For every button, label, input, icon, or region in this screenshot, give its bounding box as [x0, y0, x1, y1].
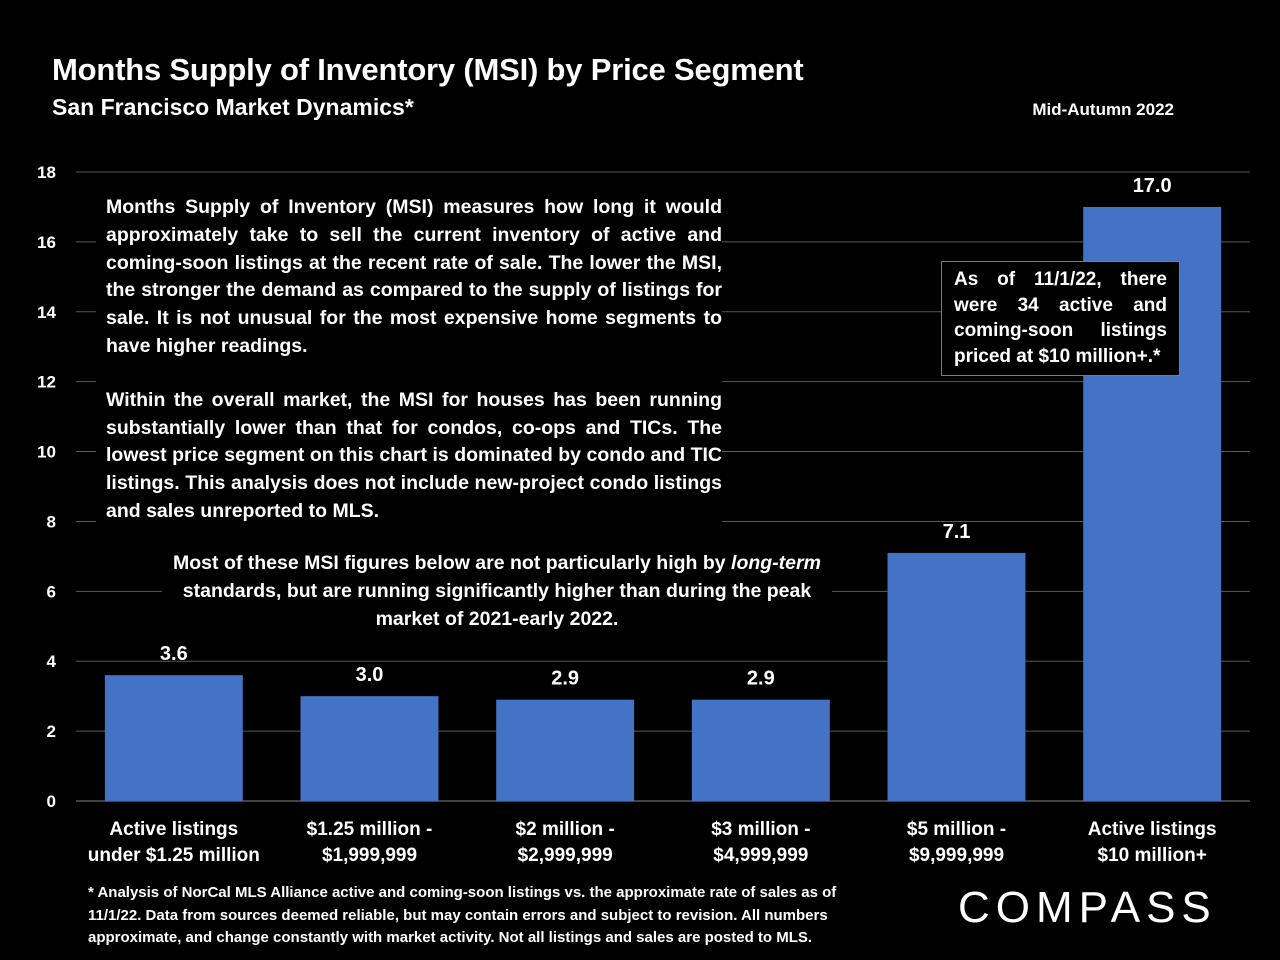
x-category-label: $1.25 million -	[307, 819, 433, 840]
bars	[104, 206, 1222, 801]
x-category-label: $2 million -	[516, 819, 615, 840]
bar-0	[104, 675, 243, 801]
bar-3	[691, 699, 830, 801]
date-label: Mid-Autumn 2022	[1032, 100, 1174, 119]
y-tick-label: 10	[37, 443, 56, 462]
x-category-label: $4,999,999	[713, 845, 808, 866]
y-tick-label: 6	[47, 582, 56, 601]
context-text-b: standards, but are running significantly…	[182, 579, 812, 630]
x-category-label: $10 million+	[1098, 845, 1207, 866]
context-text-emphasis: long-term	[731, 552, 821, 574]
data-label-3: 2.9	[747, 668, 775, 690]
y-tick-label: 4	[47, 652, 57, 671]
msi-explanation-paragraph-1: Months Supply of Inventory (MSI) measure…	[106, 196, 722, 357]
y-tick-label: 0	[47, 792, 56, 811]
x-category-label: Active listings	[109, 819, 238, 840]
data-label-4: 7.1	[943, 521, 971, 543]
chart-title: Months Supply of Inventory (MSI) by Pric…	[52, 52, 804, 87]
msi-explanation-paragraph-2: Within the overall market, the MSI for h…	[106, 388, 722, 522]
bar-2	[496, 699, 635, 801]
y-tick-label: 18	[37, 163, 56, 182]
x-category-label: $9,999,999	[909, 845, 1004, 866]
listings-callout-box: As of 11/1/22, there were 34 active and …	[941, 261, 1180, 376]
msi-explanation-note: Months Supply of Inventory (MSI) measure…	[96, 192, 722, 530]
y-tick-label: 14	[37, 303, 56, 322]
compass-logo: COMPASS	[958, 883, 1217, 932]
y-tick-label: 8	[47, 512, 56, 531]
msi-context-note: Most of these MSI figures below are not …	[162, 550, 832, 634]
chart-subtitle: San Francisco Market Dynamics*	[52, 94, 414, 120]
y-tick-label: 16	[37, 233, 56, 252]
y-tick-label: 12	[37, 373, 56, 392]
data-label-0: 3.6	[160, 643, 188, 665]
data-label-1: 3.0	[356, 664, 384, 686]
x-category-label: $3 million -	[711, 819, 810, 840]
y-axis-ticks: 0 2 4 6 8 10 12 14 16 18	[37, 163, 56, 811]
context-text-a: Most of these MSI figures below are not …	[173, 552, 732, 574]
x-category-label: $1,999,999	[322, 845, 417, 866]
bar-1	[300, 696, 439, 801]
x-category-label: $5 million -	[907, 819, 1006, 840]
bar-4	[887, 552, 1026, 801]
bar-chart: 0 2 4 6 8 10 12 14 16 18 3.6 3.0 2.9 2.9 7.1 17.0 Acti…	[37, 163, 1250, 866]
x-category-label: Active listings	[1088, 819, 1217, 840]
footnote: * Analysis of NorCal MLS Alliance active…	[88, 884, 837, 946]
data-label-2: 2.9	[551, 668, 579, 690]
x-axis-categories: Active listings under $1.25 million $1.25 …	[88, 819, 1217, 866]
x-category-label: under $1.25 million	[88, 845, 260, 866]
data-label-5: 17.0	[1133, 175, 1172, 197]
data-labels: 3.6 3.0 2.9 2.9 7.1 17.0	[160, 175, 1172, 690]
x-category-label: $2,999,999	[518, 845, 613, 866]
y-tick-label: 2	[47, 722, 56, 741]
